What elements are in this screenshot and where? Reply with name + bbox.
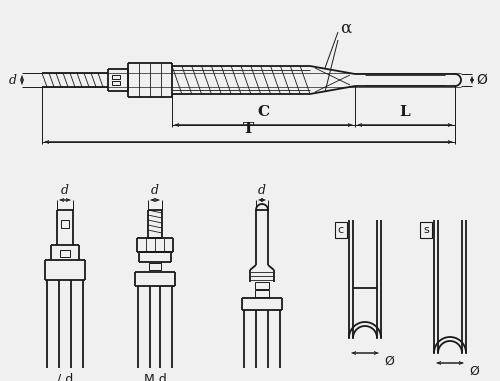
Text: Ø: Ø: [384, 354, 394, 368]
Bar: [112, 75, 120, 79]
Bar: [60, 250, 70, 257]
Bar: [255, 282, 269, 289]
Text: s: s: [423, 225, 429, 235]
Text: α: α: [340, 19, 351, 37]
Text: d: d: [258, 184, 266, 197]
Bar: [149, 263, 161, 270]
Text: d: d: [151, 184, 159, 197]
Text: d: d: [9, 74, 17, 86]
Text: M d: M d: [144, 373, 167, 381]
Text: c: c: [338, 225, 344, 235]
Text: / d: / d: [57, 373, 73, 381]
Text: Ø: Ø: [469, 365, 479, 378]
Text: d: d: [61, 184, 69, 197]
Text: L: L: [400, 105, 410, 119]
Bar: [255, 290, 269, 297]
Bar: [61, 220, 69, 228]
Text: C: C: [258, 105, 270, 119]
Text: T: T: [243, 122, 254, 136]
Text: Ø: Ø: [476, 73, 487, 87]
Bar: [112, 81, 120, 85]
